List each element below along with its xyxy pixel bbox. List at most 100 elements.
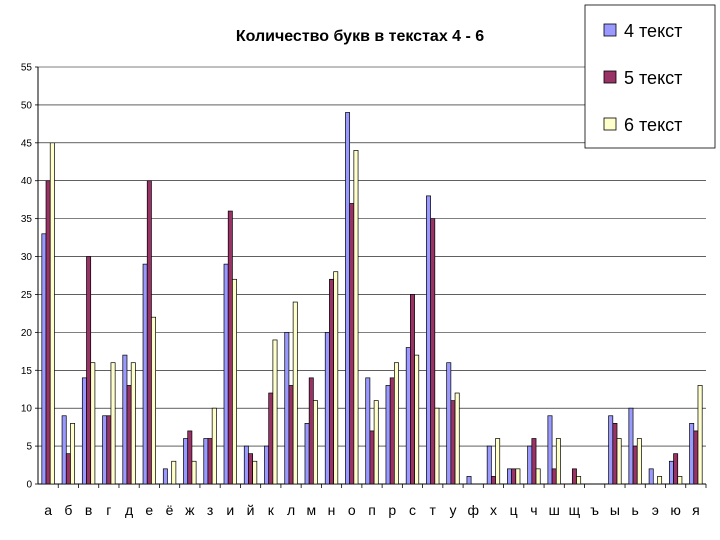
bar-series-3-3 bbox=[110, 362, 116, 485]
bar-series-3-28 bbox=[616, 438, 622, 485]
bar-series-2-28 bbox=[612, 423, 618, 485]
x-tick-label: з bbox=[207, 502, 213, 518]
x-tick-label: р bbox=[388, 502, 396, 518]
bar-series-2-1 bbox=[65, 453, 71, 485]
bar-series-3-22 bbox=[495, 438, 501, 485]
x-tick-label: к bbox=[268, 502, 275, 518]
x-tick-label: й bbox=[247, 502, 255, 518]
y-tick-label: 40 bbox=[21, 176, 33, 187]
bar-series-1-16 bbox=[365, 377, 371, 485]
x-tick-label: ы bbox=[610, 502, 620, 518]
bar-series-2-23 bbox=[511, 468, 517, 485]
x-tick-label: п bbox=[368, 502, 376, 518]
bar-series-2-13 bbox=[308, 377, 314, 485]
x-tick-label: д bbox=[125, 502, 133, 518]
bar-series-2-14 bbox=[329, 278, 334, 485]
bar-series-1-19 bbox=[426, 195, 431, 485]
bar-series-1-22 bbox=[486, 445, 492, 485]
legend-swatch-2 bbox=[603, 70, 617, 84]
bar-series-3-20 bbox=[454, 392, 460, 485]
bar-series-1-4 bbox=[122, 354, 128, 485]
bar-series-2-5 bbox=[146, 180, 152, 485]
x-tick-label: ц bbox=[510, 502, 518, 518]
x-tick-label: с bbox=[409, 502, 416, 518]
bar-series-2-32 bbox=[693, 430, 699, 485]
legend: 4 текст 5 текст 6 текст bbox=[584, 4, 716, 149]
legend-label-2: 5 текст bbox=[624, 68, 682, 88]
bar-series-3-8 bbox=[211, 407, 217, 485]
y-tick-label: 55 bbox=[21, 63, 33, 74]
bar-series-1-9 bbox=[223, 263, 229, 485]
x-tick-label: у bbox=[449, 502, 456, 518]
x-tick-label: щ bbox=[569, 502, 581, 518]
x-tick-label: е bbox=[145, 502, 153, 518]
bar-series-2-15 bbox=[349, 203, 355, 485]
bar-series-2-0 bbox=[45, 180, 51, 485]
bar-series-2-22 bbox=[491, 476, 496, 485]
bar-series-1-0 bbox=[41, 233, 47, 485]
bar-series-1-13 bbox=[304, 423, 310, 485]
x-tick-label: г bbox=[106, 502, 111, 518]
x-tick-label: ь bbox=[632, 502, 639, 518]
bar-series-1-5 bbox=[142, 263, 148, 485]
y-tick-label: 25 bbox=[21, 290, 33, 301]
bar-series-1-21 bbox=[466, 476, 472, 485]
bar-series-1-25 bbox=[547, 415, 553, 485]
x-tick-label: ж bbox=[185, 502, 195, 518]
bar-series-3-2 bbox=[90, 362, 96, 485]
y-tick-label: 10 bbox=[21, 404, 33, 415]
bar-series-3-18 bbox=[414, 354, 420, 485]
bar-series-3-23 bbox=[515, 468, 521, 485]
bar-series-1-30 bbox=[648, 468, 654, 485]
x-tick-label: ю bbox=[670, 502, 681, 518]
bar-series-3-6 bbox=[171, 460, 177, 485]
bar-series-3-24 bbox=[535, 468, 541, 485]
x-tick-label: ф bbox=[467, 502, 479, 518]
x-tick-label: э bbox=[652, 502, 659, 518]
bar-series-1-15 bbox=[345, 112, 351, 485]
bar-series-2-10 bbox=[248, 453, 253, 485]
legend-label-3: 6 текст bbox=[624, 115, 682, 135]
x-tick-label: я bbox=[692, 502, 700, 518]
bar-series-3-0 bbox=[49, 142, 55, 485]
bar-series-1-10 bbox=[243, 445, 249, 485]
bar-series-2-24 bbox=[531, 438, 537, 485]
bar-series-2-18 bbox=[410, 294, 415, 485]
bar-series-2-8 bbox=[207, 438, 213, 485]
y-tick-label: 50 bbox=[21, 100, 33, 111]
bar-series-1-2 bbox=[81, 377, 87, 485]
bar-series-3-16 bbox=[373, 400, 379, 485]
bar-series-3-19 bbox=[434, 407, 440, 485]
bar-series-1-11 bbox=[264, 445, 270, 485]
x-tick-label: м bbox=[306, 502, 316, 518]
bar-series-2-12 bbox=[288, 385, 294, 485]
bar-series-3-1 bbox=[70, 423, 76, 485]
legend-label-1: 4 текст bbox=[624, 21, 682, 41]
bar-series-3-29 bbox=[636, 438, 642, 485]
bar-series-3-32 bbox=[697, 385, 703, 485]
y-tick-label: 20 bbox=[21, 328, 33, 339]
x-tick-label: ъ bbox=[590, 502, 599, 518]
bar-series-1-8 bbox=[203, 438, 209, 485]
bar-series-3-11 bbox=[272, 339, 278, 485]
bar-series-2-16 bbox=[369, 430, 375, 485]
bar-series-1-23 bbox=[507, 468, 512, 485]
bar-series-3-25 bbox=[555, 438, 561, 485]
bar-series-2-29 bbox=[632, 445, 638, 485]
bar-series-3-31 bbox=[677, 476, 683, 485]
bar-series-1-14 bbox=[324, 332, 330, 485]
bar-series-1-20 bbox=[446, 362, 452, 485]
bar-series-2-31 bbox=[673, 453, 679, 485]
bar-series-2-19 bbox=[430, 218, 436, 485]
x-tick-label: о bbox=[348, 502, 356, 518]
bar-series-1-3 bbox=[102, 415, 108, 485]
x-tick-label: х bbox=[490, 502, 497, 518]
bar-series-2-26 bbox=[571, 468, 577, 485]
bar-series-2-2 bbox=[86, 256, 92, 485]
x-tick-label: а bbox=[44, 502, 52, 518]
y-tick-label: 35 bbox=[21, 214, 33, 225]
bar-series-3-10 bbox=[252, 460, 258, 485]
bar-series-3-13 bbox=[313, 400, 318, 485]
bar-series-3-12 bbox=[292, 301, 298, 485]
